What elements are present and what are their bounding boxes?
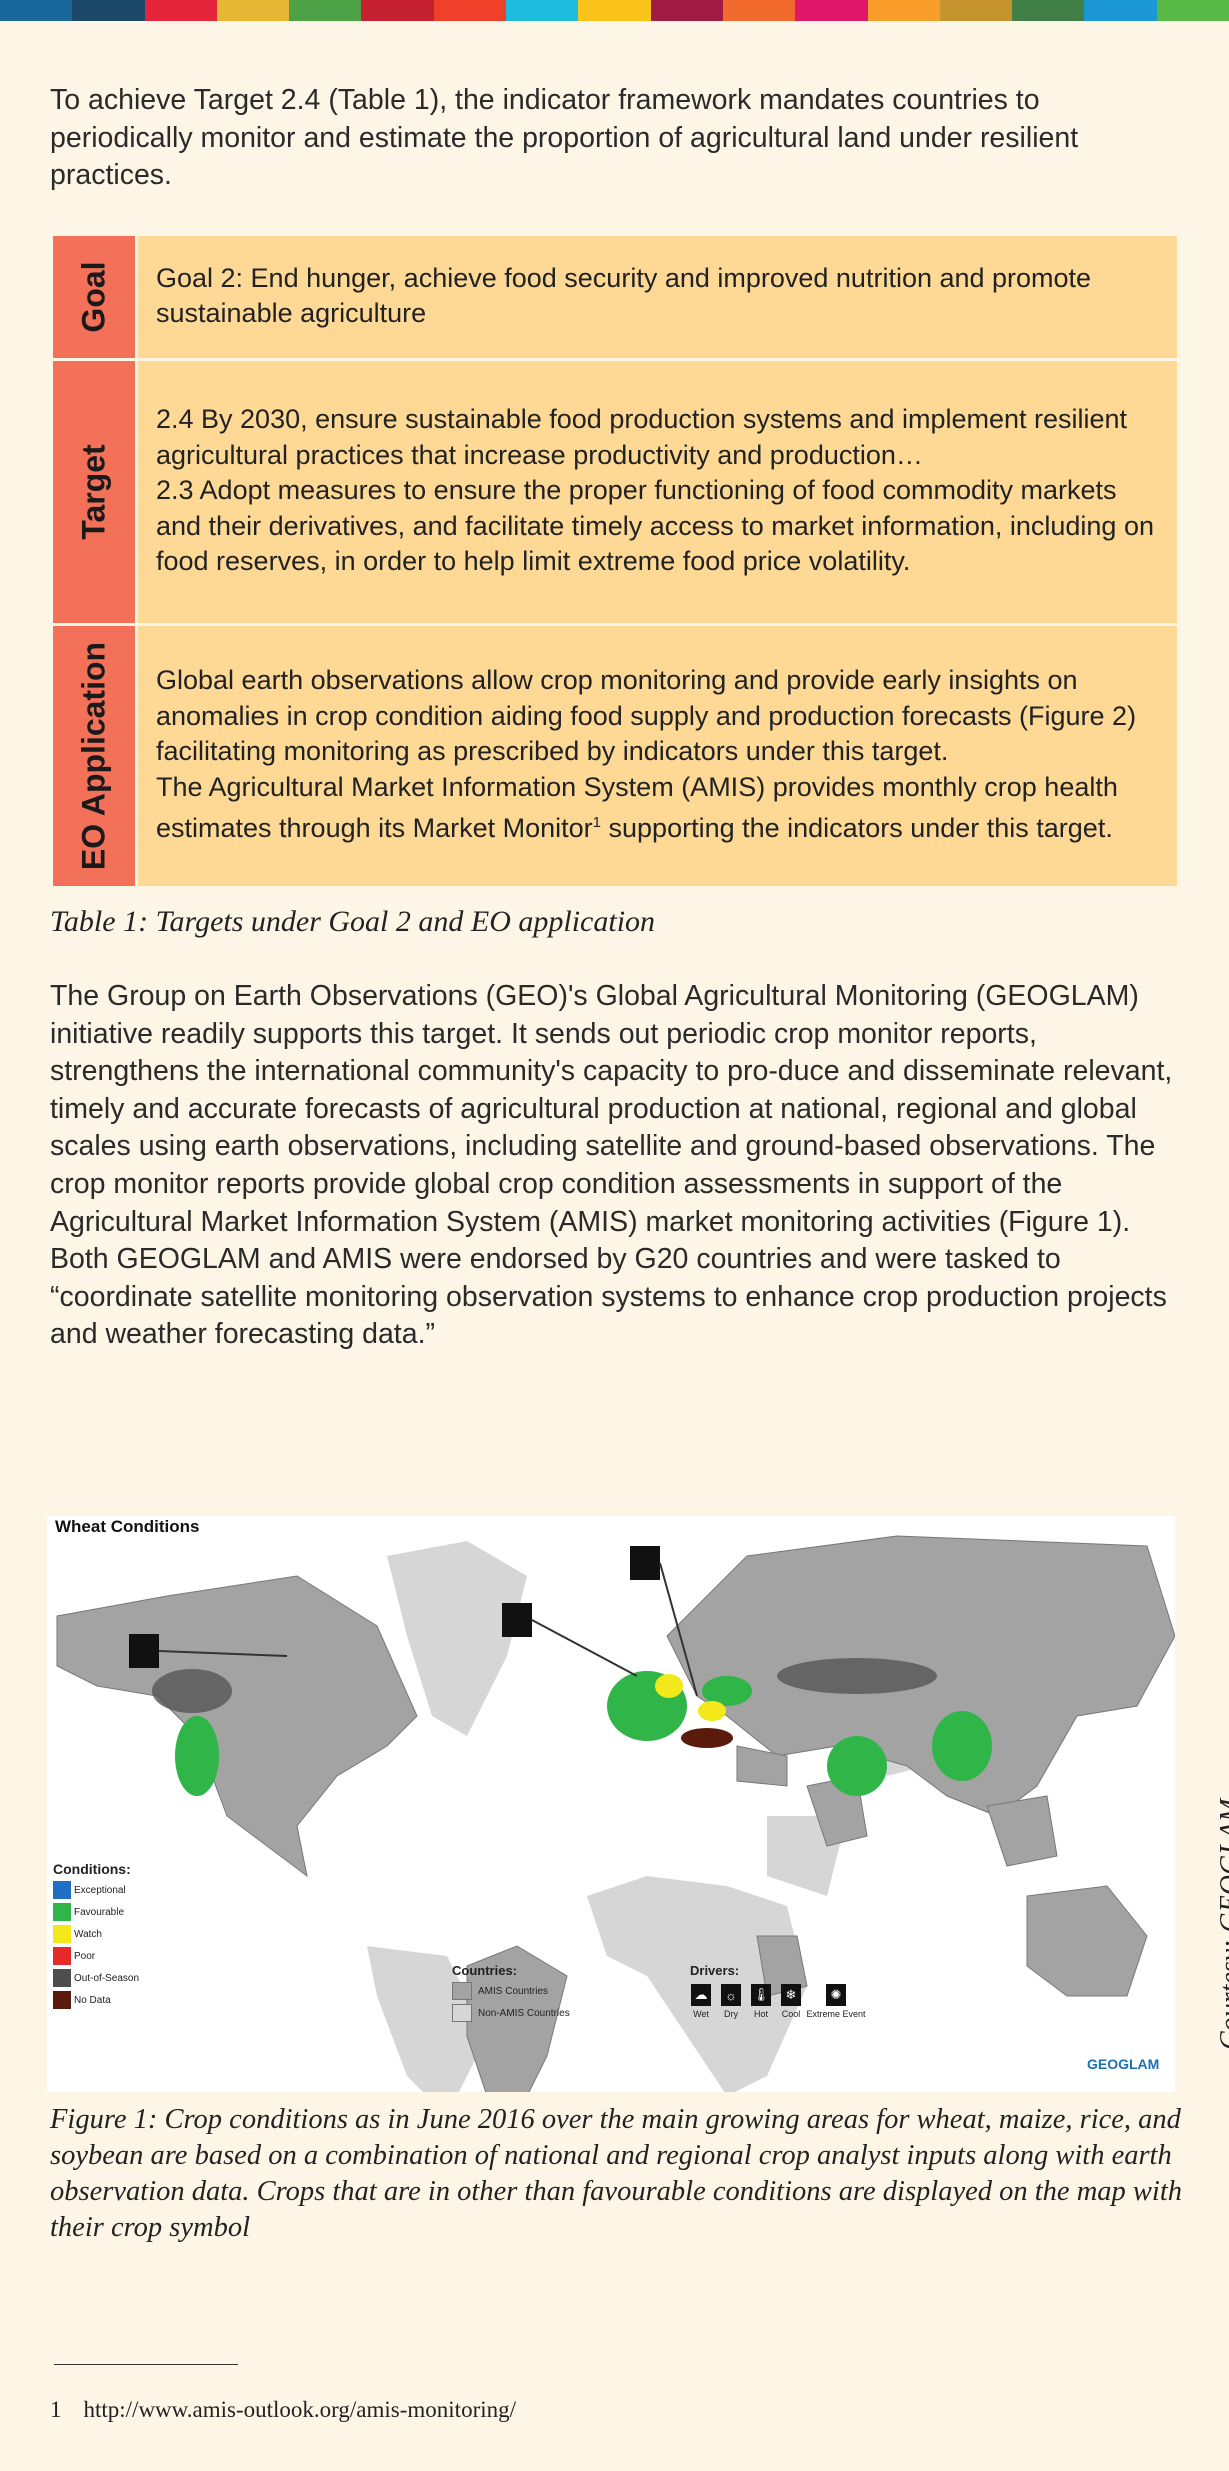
footnote-ref[interactable]: 1 bbox=[592, 814, 602, 832]
legend-swatch bbox=[53, 1903, 71, 1921]
legend-swatch bbox=[53, 1881, 71, 1899]
footnote-link[interactable]: http://www.amis-outlook.org/amis-monitor… bbox=[83, 2397, 517, 2422]
row-text-eo-application: Global earth observations allow crop mon… bbox=[135, 623, 1180, 889]
table-row-goal: Goal Goal 2: End hunger, achieve food se… bbox=[50, 233, 1180, 361]
condition-legend-item: No Data bbox=[53, 1991, 139, 2009]
driver-label: Dry bbox=[724, 2009, 738, 2019]
snowflake-icon: ❄ bbox=[781, 1984, 801, 2006]
image-credit: Courtesy: GEOGLAM bbox=[1215, 1798, 1229, 2050]
table-caption: Table 1: Targets under Goal 2 and EO app… bbox=[50, 905, 656, 938]
legend-swatch bbox=[53, 1969, 71, 1987]
driver-legend-item: 🌡 Hot bbox=[750, 1984, 772, 2019]
legend-label: Non-AMIS Countries bbox=[478, 2007, 570, 2019]
footnote-divider bbox=[54, 2364, 238, 2365]
legend-swatch bbox=[53, 1947, 71, 1965]
sdg-color-segment bbox=[433, 0, 507, 21]
sdg-color-segment bbox=[289, 0, 362, 21]
table-row-target: Target 2.4 By 2030, ensure sustainable f… bbox=[50, 358, 1180, 626]
sdg-color-segment bbox=[72, 0, 145, 21]
driver-legend-item: ✺ Extreme Event bbox=[806, 1984, 866, 2019]
driver-legend-item: ☁ Wet bbox=[690, 1984, 712, 2019]
sdg-color-segment bbox=[0, 0, 73, 21]
dry-icon: ☼ bbox=[721, 1984, 741, 2006]
footnote: 1 http://www.amis-outlook.org/amis-monito… bbox=[50, 2397, 517, 2422]
table-row-eo-application: EO Application Global earth observations… bbox=[50, 623, 1180, 889]
amis-land bbox=[56, 1535, 1176, 2117]
intro-paragraph: To achieve Target 2.4 (Table 1), the ind… bbox=[50, 84, 1079, 192]
figure-caption: Figure 1: Crop conditions as in June 201… bbox=[50, 2104, 1183, 2243]
geoglam-logo: GEOGLAM bbox=[1087, 2056, 1160, 2072]
sdg-color-segment bbox=[578, 0, 651, 21]
legend-swatch bbox=[53, 1991, 71, 2009]
sdg-color-segment bbox=[1084, 0, 1157, 21]
thermometer-icon: 🌡 bbox=[751, 1984, 771, 2006]
out-of-season-areas bbox=[152, 1658, 937, 1713]
driver-label: Cool bbox=[781, 2009, 801, 2019]
watch-areas bbox=[655, 1674, 726, 1721]
row-label-eo-application: EO Application bbox=[50, 623, 138, 889]
sdg-color-segment bbox=[216, 0, 290, 21]
legend-label: Poor bbox=[74, 1950, 96, 1962]
rain-cloud-icon: ☁ bbox=[691, 1984, 711, 2006]
condition-legend-item: Out-of-Season bbox=[53, 1969, 139, 1987]
sdg-color-segment bbox=[144, 0, 217, 21]
countries-legend: Countries: AMIS Countries Non-AMIS Countr… bbox=[452, 1963, 570, 2022]
sdg-color-segment bbox=[1156, 0, 1229, 21]
condition-legend-item: Watch bbox=[53, 1925, 139, 1943]
cyclone-icon: ✺ bbox=[826, 1984, 846, 2006]
sdg-color-segment bbox=[1012, 0, 1085, 21]
sdg-color-segment bbox=[361, 0, 434, 21]
legend-label: AMIS Countries bbox=[478, 1985, 549, 1997]
sdg-color-segment bbox=[867, 0, 940, 21]
condition-legend-item: Exceptional bbox=[53, 1881, 139, 1899]
legend-swatch bbox=[53, 1925, 71, 1943]
sdg-color-segment bbox=[650, 0, 723, 21]
map-title: Wheat Conditions bbox=[55, 1517, 199, 1536]
driver-label: Wet bbox=[693, 2009, 709, 2019]
legend-label: Exceptional bbox=[74, 1884, 126, 1896]
dry-driver-callouts bbox=[129, 1546, 698, 1697]
driver-legend-item: ☼ Dry bbox=[720, 1984, 742, 2019]
sdg-color-bar bbox=[0, 0, 1229, 21]
legend-label: No Data bbox=[74, 1994, 111, 2006]
row-text-target: 2.4 By 2030, ensure sustainable food pro… bbox=[135, 358, 1180, 626]
legend-label: Out-of-Season bbox=[74, 1972, 140, 1984]
condition-legend-item: Favourable bbox=[53, 1903, 139, 1921]
legend-swatch bbox=[452, 2004, 472, 2022]
sdg-color-segment bbox=[722, 0, 796, 21]
country-legend-item: AMIS Countries bbox=[452, 1982, 570, 2000]
driver-legend-item: ❄ Cool bbox=[780, 1984, 802, 2019]
world-map-graphic: Wheat Conditions bbox=[55, 1517, 1176, 2117]
legend-swatch bbox=[452, 1982, 472, 2000]
legend-label: Watch bbox=[74, 1928, 102, 1940]
no-data-areas bbox=[681, 1728, 733, 1748]
targets-table: Goal Goal 2: End hunger, achieve food se… bbox=[50, 233, 1180, 889]
legend-label: Favourable bbox=[74, 1906, 125, 1918]
country-legend-item: Non-AMIS Countries bbox=[452, 2004, 570, 2022]
geoglam-paragraph: The Group on Earth Observations (GEO)'s … bbox=[50, 980, 1173, 1351]
condition-legend-item: Poor bbox=[53, 1947, 139, 1965]
sdg-color-segment bbox=[795, 0, 868, 21]
row-label-target: Target bbox=[50, 358, 138, 626]
drivers-legend: Drivers: ☁ Wet ☼ Dry 🌡 Hot ❄ Cool ✺ Extreme Event bbox=[690, 1963, 866, 2019]
sdg-color-segment bbox=[506, 0, 579, 21]
driver-label: Hot bbox=[753, 2009, 768, 2019]
wheat-conditions-map: Wheat Conditions Conditions: Exceptional… bbox=[47, 1516, 1176, 2117]
row-label-goal: Goal bbox=[50, 233, 138, 361]
row-text-goal: Goal 2: End hunger, achieve food securit… bbox=[135, 233, 1180, 361]
sdg-color-segment bbox=[939, 0, 1013, 21]
conditions-legend: Conditions: Exceptional Favourable Watch Po… bbox=[53, 1861, 139, 2009]
driver-label: Extreme Event bbox=[806, 2009, 866, 2019]
